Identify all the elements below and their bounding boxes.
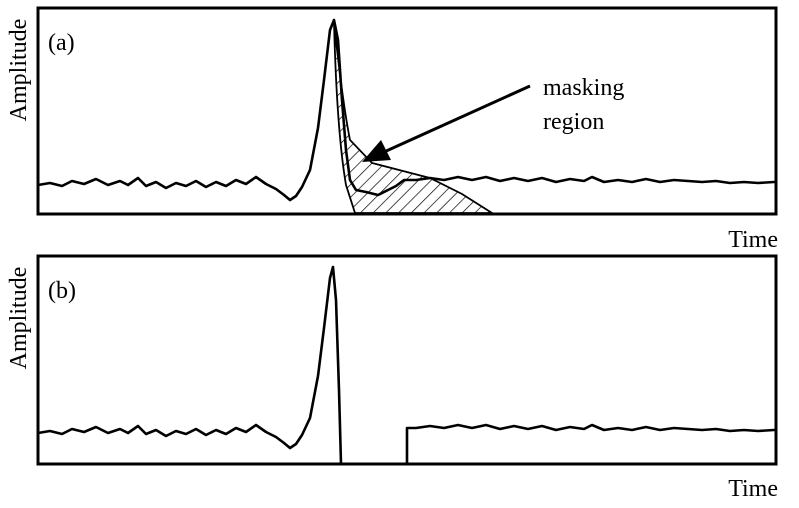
panel-b-x-axis-label: Time [728,476,778,502]
panel-b-signal-after-gap [405,423,776,466]
panel-b-label: (b) [48,278,76,304]
panel-a: (a) Amplitude Time masking region [6,6,778,253]
panel-a-y-axis-label: Amplitude [6,19,32,122]
panel-a-x-axis-label: Time [728,227,778,253]
annotation-line-1: masking [543,75,624,101]
panel-a-frame [36,6,778,216]
panel-b: (b) Amplitude Time [6,254,778,502]
panel-a-signal [36,18,776,202]
annotation-arrow-shaft [383,84,531,154]
panel-b-signal-before-gap [36,265,343,466]
annotation-line-2: region [543,109,604,135]
panel-a-label: (a) [48,30,75,56]
masking-region [333,21,496,214]
panel-b-y-axis-label: Amplitude [6,267,32,370]
annotation-arrow-head [362,140,391,162]
